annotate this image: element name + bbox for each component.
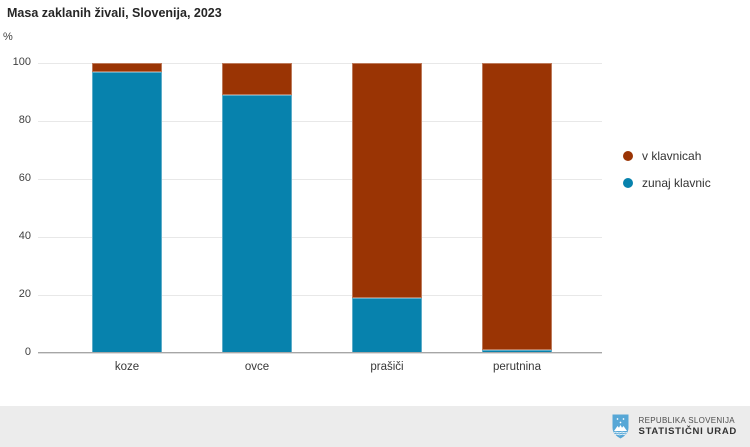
gridline — [38, 236, 602, 238]
chart-title: Masa zaklanih živali, Slovenija, 2023 — [7, 6, 222, 20]
legend: v klavnicah zunaj klavnic — [623, 149, 711, 190]
legend-item-v-klavnicah[interactable]: v klavnicah — [623, 149, 711, 163]
y-tick-label: 80 — [18, 114, 31, 126]
y-tick-label: 100 — [12, 56, 31, 68]
footer-org-line2: STATISTIČNI URAD — [638, 426, 737, 437]
bar-segment-koze-v-klavnicah[interactable] — [92, 63, 162, 72]
footer-band: REPUBLIKA SLOVENIJA STATISTIČNI URAD — [0, 406, 750, 447]
plot-area — [38, 62, 602, 353]
legend-label: v klavnicah — [642, 149, 702, 163]
gridline — [38, 178, 602, 180]
gridline — [38, 62, 602, 64]
gridline — [38, 294, 602, 296]
x-tick-label-prašiči: prašiči — [370, 361, 404, 373]
gridline — [38, 120, 602, 122]
y-tick-label: 60 — [18, 172, 31, 184]
legend-swatch-icon — [623, 178, 633, 188]
bar-segment-ovce-v-klavnicah[interactable] — [222, 63, 292, 95]
y-tick-label: 0 — [24, 346, 31, 358]
slovenia-coat-of-arms-icon — [612, 414, 629, 439]
x-tick-label-perutnina: perutnina — [493, 361, 541, 373]
legend-label: zunaj klavnic — [642, 176, 711, 190]
legend-swatch-icon — [623, 151, 633, 161]
triglav-mountain — [613, 425, 627, 431]
footer-org-line1: REPUBLIKA SLOVENIJA — [638, 416, 735, 425]
bar-segment-koze-zunaj-klavnic[interactable] — [92, 71, 162, 353]
x-axis: koze ovce prašiči perutnina — [38, 361, 602, 379]
statistical-office-brand: REPUBLIKA SLOVENIJA STATISTIČNI URAD — [611, 406, 737, 447]
x-tick-label-ovce: ovce — [244, 361, 270, 373]
y-tick-label: 20 — [18, 288, 31, 300]
bar-segment-prašiči-zunaj-klavnic[interactable] — [352, 297, 422, 353]
y-tick-label: 40 — [18, 230, 31, 242]
x-axis-line — [38, 352, 602, 354]
bar-segment-ovce-zunaj-klavnic[interactable] — [222, 94, 292, 353]
bar-segment-perutnina-v-klavnicah[interactable] — [482, 63, 552, 351]
y-axis-unit-label: % — [3, 31, 13, 43]
bar-segment-prašiči-v-klavnicah[interactable] — [352, 63, 422, 298]
y-axis: 0 20 40 60 80 100 — [0, 56, 31, 358]
x-tick-label-koze: koze — [114, 361, 140, 373]
legend-item-zunaj-klavnic[interactable]: zunaj klavnic — [623, 176, 711, 190]
